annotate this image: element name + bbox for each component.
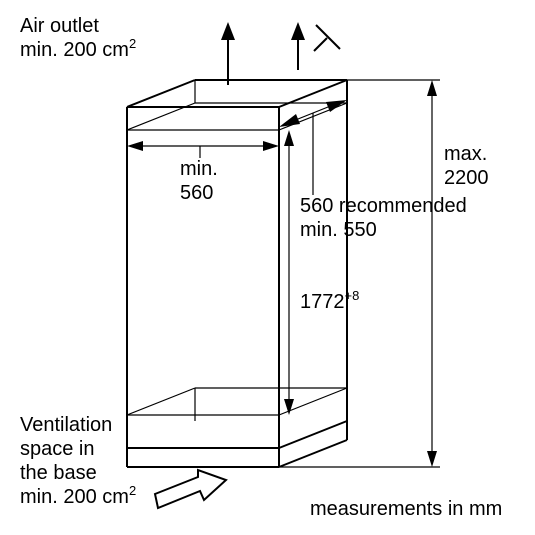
- ventilation-label-l4: min. 200 cm2: [20, 483, 136, 508]
- ventilation-label-l2: space in: [20, 438, 95, 460]
- bottom-shelf: [127, 388, 347, 415]
- ventilation-arrow-icon: [155, 470, 226, 508]
- width-label-l2: 560: [180, 182, 213, 204]
- units-label: measurements in mm: [310, 498, 502, 520]
- depth-label-l1: 560 recommended: [300, 195, 467, 217]
- depth-label-l2: min. 550: [300, 219, 377, 241]
- diagram-canvas: Air outlet min. 200 cm2 max. 2200 560 re…: [0, 0, 535, 535]
- air-outlet-label-line2: min. 200 cm2: [20, 36, 136, 61]
- air-outlet-label-line1: Air outlet: [20, 15, 99, 37]
- inner-height-dimension-icon: [284, 130, 294, 415]
- max-height-label-l1: max.: [444, 143, 487, 165]
- inner-height-label: 1772+8: [300, 288, 359, 313]
- width-label-l1: min.: [180, 158, 218, 180]
- ventilation-label-l3: the base: [20, 462, 97, 484]
- max-height-label-l2: 2200: [444, 167, 489, 189]
- cabinet-outline: [127, 80, 347, 467]
- width-dimension-icon: [127, 141, 279, 158]
- max-height-dimension-icon: [279, 80, 440, 467]
- ventilation-label-l1: Ventilation: [20, 414, 112, 436]
- air-outlet-arrows-icon: [221, 22, 340, 85]
